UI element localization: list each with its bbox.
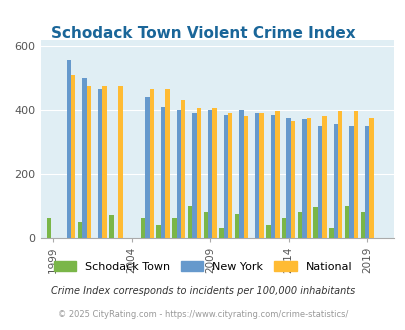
- Bar: [82, 78, 87, 238]
- Bar: [254, 113, 259, 238]
- Bar: [275, 112, 279, 238]
- Bar: [364, 126, 369, 238]
- Text: Crime Index corresponds to incidents per 100,000 inhabitants: Crime Index corresponds to incidents per…: [51, 286, 354, 296]
- Bar: [290, 121, 294, 238]
- Bar: [328, 228, 333, 238]
- Bar: [317, 126, 322, 238]
- Bar: [160, 107, 165, 238]
- Bar: [47, 218, 51, 238]
- Bar: [344, 206, 348, 238]
- Bar: [165, 89, 169, 238]
- Bar: [297, 212, 301, 238]
- Bar: [281, 218, 286, 238]
- Bar: [78, 222, 82, 238]
- Bar: [66, 60, 71, 238]
- Text: © 2025 CityRating.com - https://www.cityrating.com/crime-statistics/: © 2025 CityRating.com - https://www.city…: [58, 310, 347, 319]
- Bar: [228, 113, 232, 238]
- Bar: [212, 108, 216, 238]
- Bar: [181, 100, 185, 238]
- Bar: [156, 225, 160, 238]
- Bar: [71, 75, 75, 238]
- Bar: [286, 118, 290, 238]
- Bar: [239, 110, 243, 238]
- Bar: [149, 89, 153, 238]
- Bar: [192, 113, 196, 238]
- Bar: [219, 228, 223, 238]
- Bar: [207, 110, 212, 238]
- Bar: [348, 126, 353, 238]
- Bar: [259, 113, 263, 238]
- Bar: [337, 112, 341, 238]
- Bar: [360, 212, 364, 238]
- Text: Schodack Town Violent Crime Index: Schodack Town Violent Crime Index: [51, 26, 354, 41]
- Bar: [353, 112, 357, 238]
- Bar: [102, 86, 107, 238]
- Legend: Schodack Town, New York, National: Schodack Town, New York, National: [49, 256, 356, 276]
- Bar: [196, 108, 200, 238]
- Bar: [333, 124, 337, 238]
- Bar: [369, 118, 373, 238]
- Bar: [306, 118, 310, 238]
- Bar: [203, 212, 207, 238]
- Bar: [98, 89, 102, 238]
- Bar: [266, 225, 270, 238]
- Bar: [243, 116, 247, 238]
- Bar: [223, 115, 228, 238]
- Bar: [234, 214, 239, 238]
- Bar: [313, 207, 317, 238]
- Bar: [141, 218, 145, 238]
- Bar: [188, 206, 192, 238]
- Bar: [270, 115, 275, 238]
- Bar: [322, 116, 326, 238]
- Bar: [301, 119, 306, 238]
- Bar: [176, 110, 181, 238]
- Bar: [118, 86, 122, 238]
- Bar: [172, 218, 176, 238]
- Bar: [87, 86, 91, 238]
- Bar: [145, 97, 149, 238]
- Bar: [109, 215, 113, 238]
